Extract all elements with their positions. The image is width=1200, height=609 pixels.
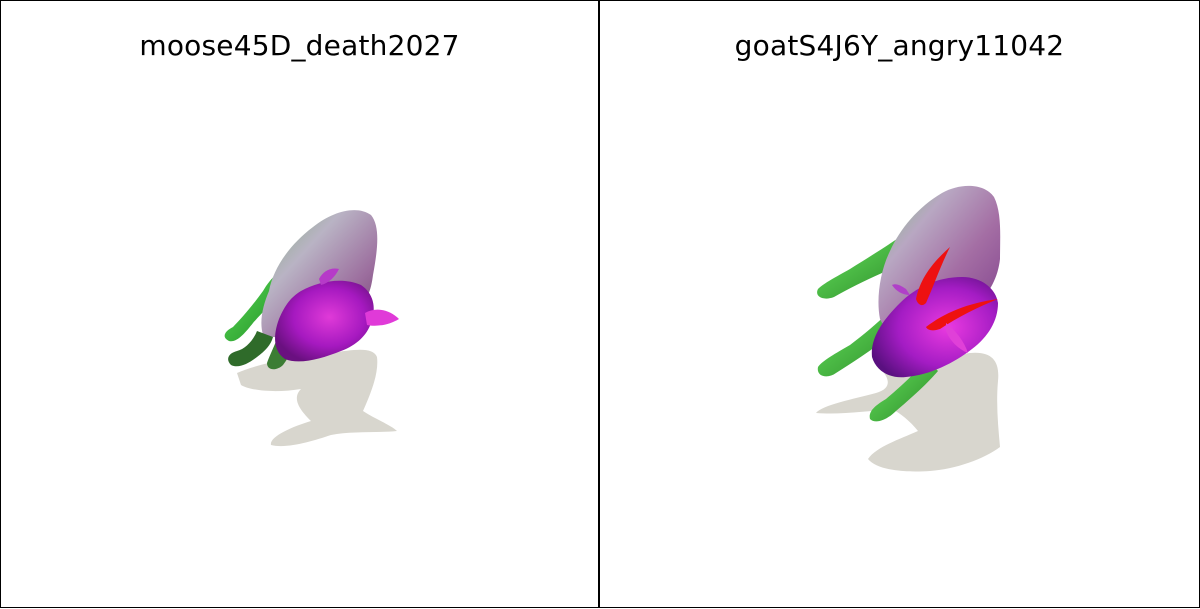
panel-right: goatS4J6Y_angry11042 (600, 1, 1199, 607)
moose-ear (365, 310, 399, 326)
moose-render (1, 1, 600, 609)
panel-left: moose45D_death2027 (1, 1, 600, 607)
moose-shadow (237, 350, 397, 446)
goat-render (600, 1, 1199, 609)
